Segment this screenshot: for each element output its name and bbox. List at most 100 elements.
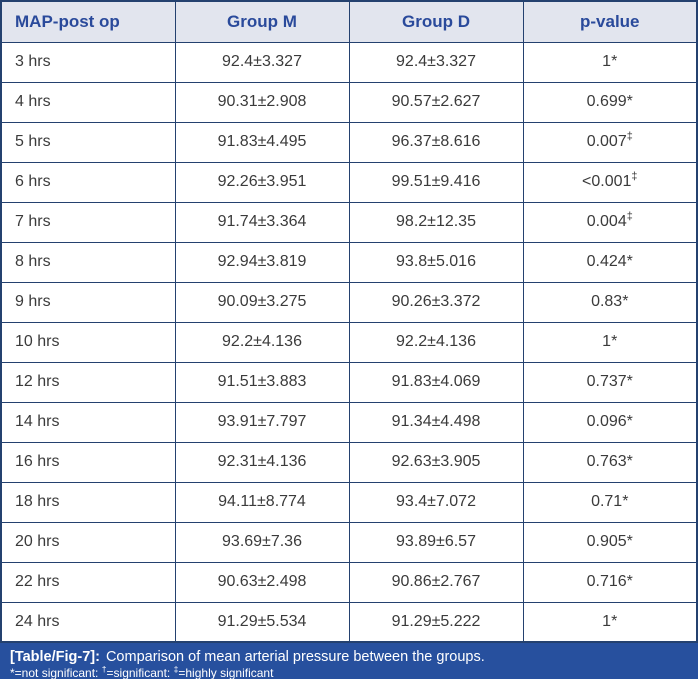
legend-text-significant: =significant: — [106, 666, 174, 681]
time-cell: 20 hrs — [0, 521, 176, 563]
time-cell: 7 hrs — [0, 201, 176, 243]
table-row: 8 hrs 92.94±3.819 93.8±5.016 0.424* — [0, 241, 698, 283]
group-m-cell: 92.4±3.327 — [174, 41, 350, 83]
significance-mark: ‡ — [626, 210, 633, 223]
time-cell: 18 hrs — [0, 481, 176, 523]
table-row: 5 hrs 91.83±4.495 96.37±8.616 0.007‡ — [0, 121, 698, 163]
time-cell: 5 hrs — [0, 121, 176, 163]
time-cell: 3 hrs — [0, 41, 176, 83]
time-cell: 14 hrs — [0, 401, 176, 443]
group-m-cell: 91.83±4.495 — [174, 121, 350, 163]
table-body: 3 hrs 92.4±3.327 92.4±3.327 1* 4 hrs 90.31±2.… — [0, 41, 698, 643]
p-value-text: 0.763 — [586, 453, 627, 470]
group-m-cell: 90.63±2.498 — [174, 561, 350, 603]
group-d-cell: 91.29±5.222 — [348, 601, 524, 643]
p-value-text: 0.699 — [586, 93, 627, 110]
time-cell: 12 hrs — [0, 361, 176, 403]
p-value-text: 0.716 — [586, 573, 627, 590]
p-value-text: 0.424 — [586, 253, 627, 270]
p-value-cell: 0.763* — [522, 441, 698, 483]
significance-mark: * — [626, 93, 633, 110]
group-d-cell: 93.4±7.072 — [348, 481, 524, 523]
col-header-group-d: Group D — [348, 0, 524, 43]
header-row: MAP-post op Group M Group D p-value — [0, 0, 698, 43]
table-row: 22 hrs 90.63±2.498 90.86±2.767 0.716* — [0, 561, 698, 603]
p-value-text: 0.737 — [586, 373, 627, 390]
group-m-cell: 92.26±3.951 — [174, 161, 350, 203]
p-value-cell: 0.905* — [522, 521, 698, 563]
group-m-cell: 92.94±3.819 — [174, 241, 350, 283]
table-row: 10 hrs 92.2±4.136 92.2±4.136 1* — [0, 321, 698, 363]
significance-mark: * — [626, 453, 633, 470]
p-value-text: <0.001 — [582, 173, 632, 190]
group-m-cell: 91.29±5.534 — [174, 601, 350, 643]
legend-mark-significant: † — [101, 664, 107, 675]
group-m-cell: 94.11±8.774 — [174, 481, 350, 523]
table-row: 4 hrs 90.31±2.908 90.57±2.627 0.699* — [0, 81, 698, 123]
significance-mark: * — [611, 333, 618, 350]
significance-mark: * — [626, 413, 633, 430]
significance-mark: * — [626, 533, 633, 550]
p-value-cell: 1* — [522, 601, 698, 643]
significance-mark: ‡ — [626, 130, 633, 143]
figure-caption: [Table/Fig-7]: Comparison of mean arteria… — [10, 648, 688, 666]
group-d-cell: 92.4±3.327 — [348, 41, 524, 83]
legend-text-highly-significant: =highly significant — [178, 666, 274, 681]
p-value-text: 0.096 — [586, 413, 627, 430]
time-cell: 4 hrs — [0, 81, 176, 123]
p-value-text: 1 — [602, 612, 612, 630]
group-d-cell: 99.51±9.416 — [348, 161, 524, 203]
p-value-cell: 0.737* — [522, 361, 698, 403]
group-d-cell: 92.63±3.905 — [348, 441, 524, 483]
group-d-cell: 90.26±3.372 — [348, 281, 524, 323]
group-d-cell: 90.57±2.627 — [348, 81, 524, 123]
time-cell: 16 hrs — [0, 441, 176, 483]
p-value-text: 1 — [602, 333, 612, 350]
time-cell: 22 hrs — [0, 561, 176, 603]
table-row: 9 hrs 90.09±3.275 90.26±3.372 0.83* — [0, 281, 698, 323]
time-cell: 24 hrs — [0, 601, 176, 643]
table-row: 7 hrs 91.74±3.364 98.2±12.35 0.004‡ — [0, 201, 698, 243]
group-d-cell: 92.2±4.136 — [348, 321, 524, 363]
significance-mark: * — [611, 612, 618, 630]
figure-caption-text: Comparison of mean arterial pressure bet… — [105, 649, 485, 665]
group-d-cell: 90.86±2.767 — [348, 561, 524, 603]
time-cell: 10 hrs — [0, 321, 176, 363]
significance-mark: ‡ — [631, 170, 638, 183]
table-row: 3 hrs 92.4±3.327 92.4±3.327 1* — [0, 41, 698, 83]
group-m-cell: 90.31±2.908 — [174, 81, 350, 123]
p-value-cell: 0.424* — [522, 241, 698, 283]
significance-mark: * — [626, 573, 633, 590]
group-d-cell: 91.34±4.498 — [348, 401, 524, 443]
p-value-cell: 0.71* — [522, 481, 698, 523]
p-value-cell: 0.716* — [522, 561, 698, 603]
group-m-cell: 93.69±7.36 — [174, 521, 350, 563]
table-row: 20 hrs 93.69±7.36 93.89±6.57 0.905* — [0, 521, 698, 563]
significance-legend: *=not significant: †=significant: ‡=high… — [10, 664, 688, 682]
p-value-text: 1 — [602, 53, 612, 70]
table-row: 18 hrs 94.11±8.774 93.4±7.072 0.71* — [0, 481, 698, 523]
p-value-text: 0.007 — [586, 133, 627, 150]
figure-caption-label: [Table/Fig-7]: — [10, 649, 100, 665]
map-postop-table: MAP-post op Group M Group D p-value 3 hr… — [0, 0, 698, 643]
p-value-text: 0.905 — [586, 533, 627, 550]
significance-mark: * — [611, 53, 618, 70]
p-value-text: 0.71 — [591, 493, 623, 510]
table-header: MAP-post op Group M Group D p-value — [0, 0, 698, 43]
table-row: 12 hrs 91.51±3.883 91.83±4.069 0.737* — [0, 361, 698, 403]
p-value-cell: 0.004‡ — [522, 201, 698, 243]
time-cell: 8 hrs — [0, 241, 176, 283]
table-row: 24 hrs 91.29±5.534 91.29±5.222 1* — [0, 601, 698, 643]
group-m-cell: 92.31±4.136 — [174, 441, 350, 483]
group-d-cell: 98.2±12.35 — [348, 201, 524, 243]
table-row: 6 hrs 92.26±3.951 99.51±9.416 <0.001‡ — [0, 161, 698, 203]
p-value-cell: 0.096* — [522, 401, 698, 443]
significance-mark: * — [626, 253, 633, 270]
caption-band: [Table/Fig-7]: Comparison of mean arteria… — [0, 643, 698, 682]
group-d-cell: 96.37±8.616 — [348, 121, 524, 163]
p-value-text: 0.004 — [586, 213, 627, 230]
p-value-cell: 0.83* — [522, 281, 698, 323]
p-value-cell: 1* — [522, 321, 698, 363]
group-m-cell: 93.91±7.797 — [174, 401, 350, 443]
